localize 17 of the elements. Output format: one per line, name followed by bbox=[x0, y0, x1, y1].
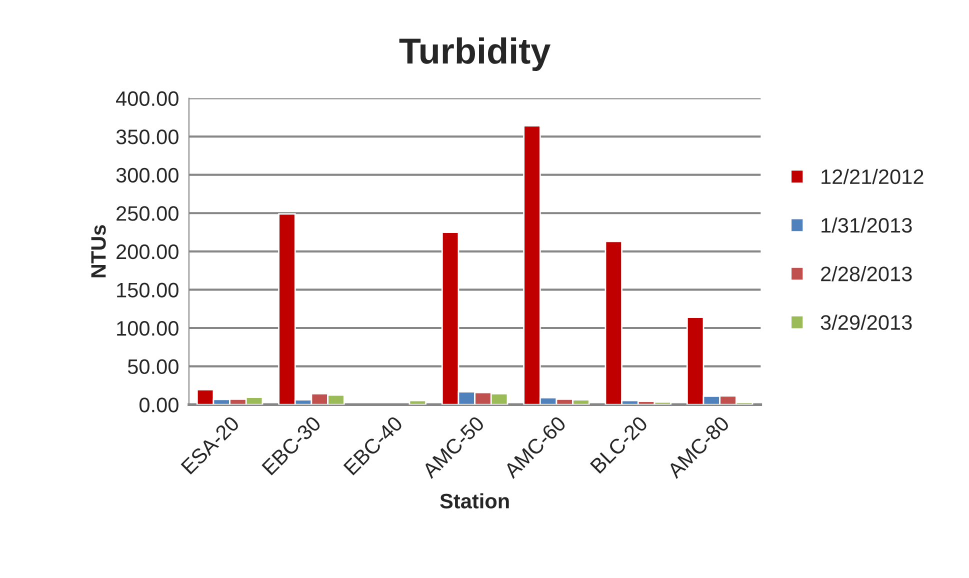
y-tick-label: 350.00 bbox=[116, 130, 178, 144]
y-tick-label: 300.00 bbox=[116, 168, 178, 183]
legend-label: 2/28/2013 bbox=[821, 266, 912, 282]
y-tick-label: 0.00 bbox=[140, 398, 178, 412]
legend-label: 12/21/2012 bbox=[822, 168, 924, 184]
bar bbox=[408, 400, 426, 405]
y-tick-label: 150.00 bbox=[117, 282, 178, 298]
y-axis-title: NTUs bbox=[91, 225, 106, 278]
legend-label: 3/29/2013 bbox=[820, 314, 912, 330]
y-tick-label: 50.00 bbox=[128, 359, 178, 374]
y-tick-label: 250.00 bbox=[116, 206, 178, 221]
y-tick-label: 400.00 bbox=[116, 91, 178, 106]
legend-label: 1/31/2013 bbox=[822, 217, 912, 233]
x-axis-title: Station bbox=[440, 493, 509, 508]
y-tick-label: 100.00 bbox=[117, 321, 178, 336]
y-tick-label: 200.00 bbox=[116, 244, 178, 260]
chart-title: Turbidity bbox=[399, 37, 551, 72]
